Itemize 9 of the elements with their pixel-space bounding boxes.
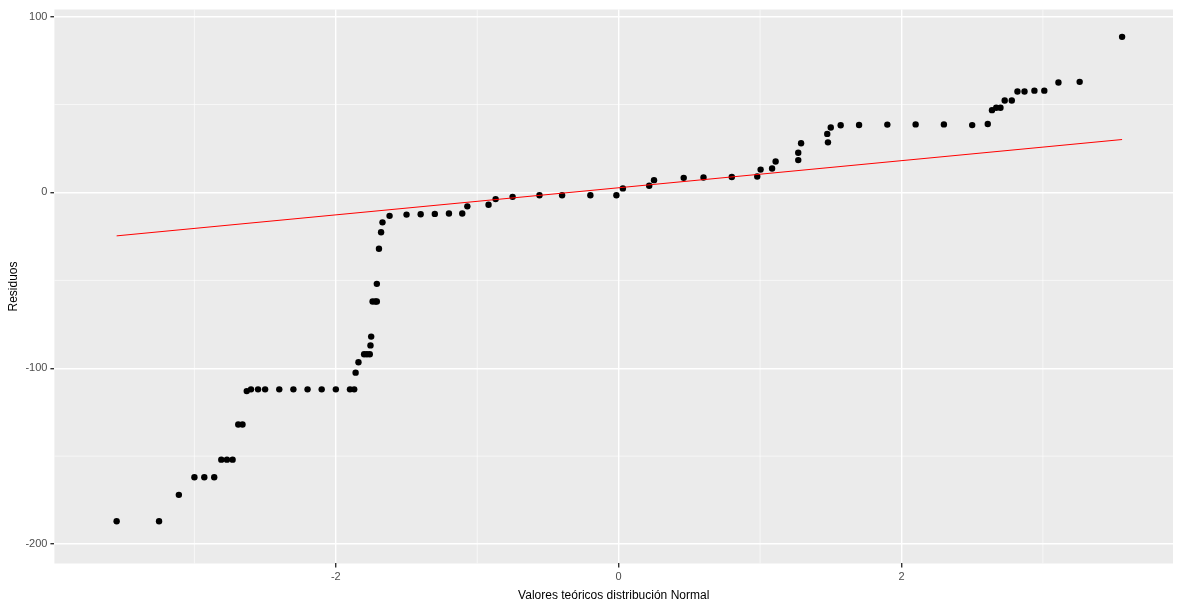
y-tick-label: -200 [25,537,48,550]
y-tick-label: -100 [25,361,48,374]
x-tick-label: -2 [330,570,341,583]
x-tick-label: 0 [615,570,622,583]
x-axis-title: Valores teóricos distribución Normal [518,588,710,603]
y-tick-label: 100 [29,9,48,22]
y-axis-title: Residuos [5,261,20,312]
y-tick-label: 0 [41,185,48,198]
x-tick-label: 2 [898,570,905,583]
